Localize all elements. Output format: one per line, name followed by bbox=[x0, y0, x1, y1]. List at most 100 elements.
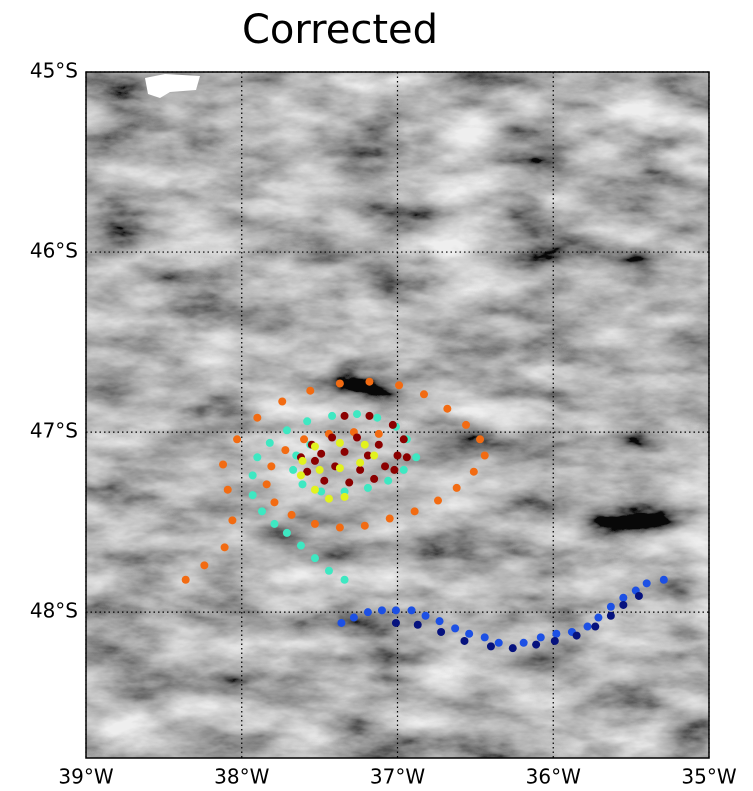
trajectory-point bbox=[220, 543, 229, 552]
trajectory-point bbox=[315, 465, 324, 474]
trajectory-point bbox=[391, 618, 400, 627]
trajectory-point bbox=[281, 446, 290, 455]
trajectory-point bbox=[583, 622, 592, 631]
trajectory-point bbox=[200, 561, 209, 570]
trajectory-point bbox=[421, 611, 430, 620]
x-tick-label: 36°W bbox=[526, 765, 581, 789]
trajectory bbox=[337, 575, 668, 647]
y-tick-label: 46°S bbox=[30, 239, 78, 263]
trajectory-point bbox=[465, 629, 474, 638]
trajectory-point bbox=[349, 613, 358, 622]
trajectory-point bbox=[340, 575, 349, 584]
trajectory-point bbox=[219, 460, 228, 469]
trajectory-point bbox=[306, 386, 315, 395]
trajectory-point bbox=[381, 462, 390, 471]
trajectory-point bbox=[335, 523, 344, 532]
trajectory-point bbox=[365, 411, 374, 420]
trajectory-point bbox=[324, 566, 333, 575]
trajectory-point bbox=[476, 435, 485, 444]
trajectory-point bbox=[370, 451, 379, 460]
trajectory-point bbox=[317, 449, 326, 458]
trajectory-point bbox=[324, 494, 333, 503]
y-tick-label: 48°S bbox=[30, 599, 78, 623]
trajectory-point bbox=[303, 467, 312, 476]
trajectory-point bbox=[296, 471, 305, 480]
trajectory-point bbox=[300, 435, 309, 444]
trajectory-point bbox=[328, 411, 337, 420]
trajectory-point bbox=[270, 519, 279, 528]
trajectory-point bbox=[278, 397, 287, 406]
trajectory-point bbox=[353, 433, 362, 442]
trajectory-point bbox=[181, 575, 190, 584]
trajectory-point bbox=[419, 390, 428, 399]
trajectory-point bbox=[591, 622, 600, 631]
trajectory-point bbox=[298, 480, 307, 489]
trajectory-point bbox=[443, 404, 452, 413]
trajectory-point bbox=[310, 442, 319, 451]
trajectory-point bbox=[298, 456, 307, 465]
trajectory-point bbox=[370, 474, 379, 483]
trajectory bbox=[296, 411, 411, 487]
trajectory-point bbox=[310, 554, 319, 563]
trajectory-point bbox=[486, 642, 495, 651]
trajectory-point bbox=[265, 438, 274, 447]
trajectory-point bbox=[289, 465, 298, 474]
trajectory-point bbox=[253, 453, 262, 462]
trajectory-point bbox=[223, 485, 232, 494]
trajectory-point bbox=[262, 480, 271, 489]
trajectory-point bbox=[310, 519, 319, 528]
trajectory-point bbox=[462, 420, 471, 429]
trajectory-point bbox=[356, 465, 365, 474]
trajectory-point bbox=[469, 467, 478, 476]
trajectory-point bbox=[340, 411, 349, 420]
trajectory-point bbox=[353, 410, 362, 419]
trajectory-point bbox=[356, 458, 365, 467]
trajectory-point bbox=[452, 483, 461, 492]
trajectory-point bbox=[552, 629, 561, 638]
trajectory-point bbox=[606, 611, 615, 620]
trajectory-point bbox=[365, 377, 374, 386]
marks bbox=[181, 377, 668, 653]
trajectory-point bbox=[393, 451, 402, 460]
trajectory-point bbox=[248, 471, 257, 480]
trajectory-point bbox=[363, 451, 372, 460]
trajectory-point bbox=[572, 631, 581, 640]
trajectory-point bbox=[494, 638, 503, 647]
trajectory-point bbox=[451, 624, 460, 633]
trajectory-point bbox=[287, 510, 296, 519]
trajectory-point bbox=[412, 453, 421, 462]
plot-frame bbox=[85, 71, 710, 759]
trajectory-point bbox=[317, 487, 326, 496]
trajectory bbox=[296, 438, 379, 503]
trajectory-point bbox=[410, 507, 419, 516]
trajectory-point bbox=[340, 492, 349, 501]
trajectory-point bbox=[310, 485, 319, 494]
trajectory-point bbox=[253, 413, 262, 422]
trajectory-point bbox=[435, 617, 444, 626]
trajectory-point bbox=[340, 447, 349, 456]
trajectory-point bbox=[282, 528, 291, 537]
trajectory-point bbox=[413, 620, 422, 629]
trajectory-point bbox=[303, 417, 312, 426]
trajectory-point bbox=[377, 606, 386, 615]
trajectory-point bbox=[519, 638, 528, 647]
trajectory bbox=[391, 591, 643, 653]
trajectory-point bbox=[374, 429, 383, 438]
trajectory-point bbox=[606, 602, 615, 611]
trajectory-point bbox=[388, 420, 397, 429]
trajectory-point bbox=[363, 608, 372, 617]
trajectory-point bbox=[619, 593, 628, 602]
trajectory-point bbox=[390, 465, 399, 474]
trajectory-point bbox=[267, 462, 276, 471]
trajectory-point bbox=[407, 606, 416, 615]
trajectory-point bbox=[335, 379, 344, 388]
trajectory-point bbox=[460, 636, 469, 645]
trajectory-point bbox=[337, 618, 346, 627]
x-tick-label: 35°W bbox=[681, 765, 736, 789]
trajectory-point bbox=[399, 465, 408, 474]
trajectory-point bbox=[402, 453, 411, 462]
trajectory-point bbox=[374, 440, 383, 449]
trajectory-point bbox=[228, 516, 237, 525]
